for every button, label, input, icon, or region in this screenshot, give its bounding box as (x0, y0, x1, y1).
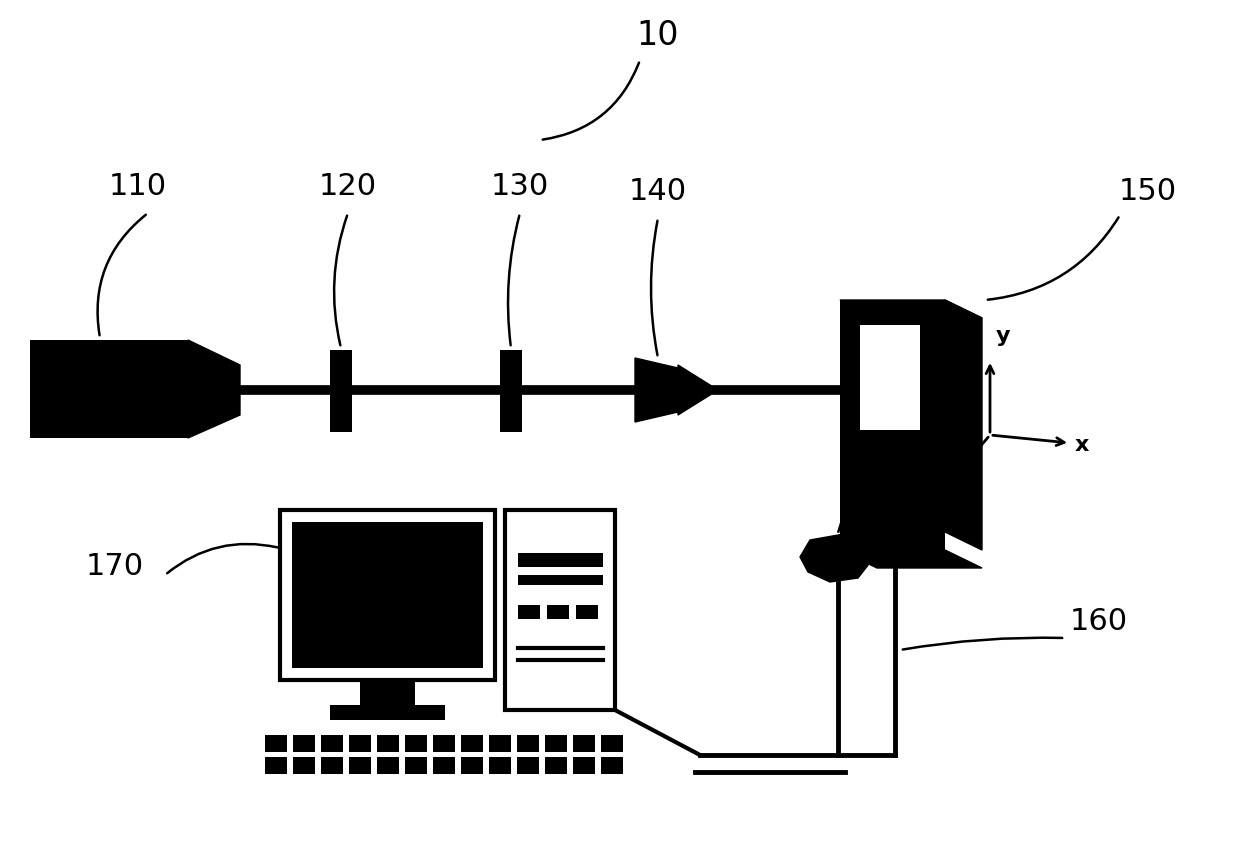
Bar (518, 575, 603, 585)
FancyArrowPatch shape (651, 220, 657, 356)
Text: 10: 10 (637, 19, 680, 52)
Bar (377, 757, 399, 774)
FancyArrowPatch shape (167, 544, 278, 573)
Bar (601, 735, 622, 752)
Bar (573, 735, 595, 752)
Bar (280, 510, 495, 680)
FancyArrowPatch shape (903, 638, 1063, 649)
Bar (405, 735, 427, 752)
FancyArrowPatch shape (98, 214, 146, 335)
Bar (500, 350, 522, 432)
Bar (517, 735, 539, 752)
Bar (601, 757, 622, 774)
Bar (517, 757, 539, 774)
Bar (577, 605, 598, 619)
Bar (461, 735, 484, 752)
Bar (433, 757, 455, 774)
FancyArrowPatch shape (543, 63, 639, 139)
Bar (461, 757, 484, 774)
Bar (30, 340, 188, 438)
Polygon shape (635, 358, 678, 422)
Bar (360, 680, 415, 705)
Bar (839, 300, 945, 550)
Polygon shape (188, 340, 241, 438)
Text: x: x (1075, 435, 1090, 455)
Bar (573, 757, 595, 774)
Bar (321, 757, 343, 774)
Bar (293, 757, 315, 774)
Bar (321, 735, 343, 752)
Text: z: z (914, 489, 928, 509)
Bar (433, 735, 455, 752)
Bar (546, 757, 567, 774)
Bar (489, 757, 511, 774)
Text: 150: 150 (1118, 177, 1177, 206)
Bar (265, 735, 286, 752)
Bar (547, 605, 569, 619)
Text: 110: 110 (109, 172, 167, 201)
Bar (293, 735, 315, 752)
Bar (265, 757, 286, 774)
Bar (330, 350, 352, 432)
Text: 160: 160 (1070, 607, 1128, 636)
Bar (861, 325, 920, 430)
Bar (505, 510, 615, 710)
Text: 120: 120 (319, 172, 377, 201)
Bar (518, 605, 539, 619)
Text: y: y (996, 326, 1011, 346)
FancyArrowPatch shape (988, 217, 1118, 300)
Bar (546, 735, 567, 752)
Bar (405, 757, 427, 774)
Bar (330, 705, 445, 720)
Bar (291, 522, 484, 668)
Bar (839, 300, 945, 550)
Polygon shape (839, 300, 982, 318)
Polygon shape (800, 532, 872, 582)
Polygon shape (839, 550, 982, 568)
FancyArrowPatch shape (334, 215, 347, 345)
Bar (518, 553, 603, 567)
Bar (861, 325, 920, 430)
Bar (489, 735, 511, 752)
Bar (348, 757, 371, 774)
FancyArrowPatch shape (508, 216, 520, 345)
Polygon shape (945, 300, 982, 550)
Bar (377, 735, 399, 752)
Bar (348, 735, 371, 752)
Text: 140: 140 (629, 177, 687, 206)
Polygon shape (678, 365, 718, 415)
Text: 130: 130 (491, 172, 549, 201)
Text: 170: 170 (86, 552, 144, 581)
